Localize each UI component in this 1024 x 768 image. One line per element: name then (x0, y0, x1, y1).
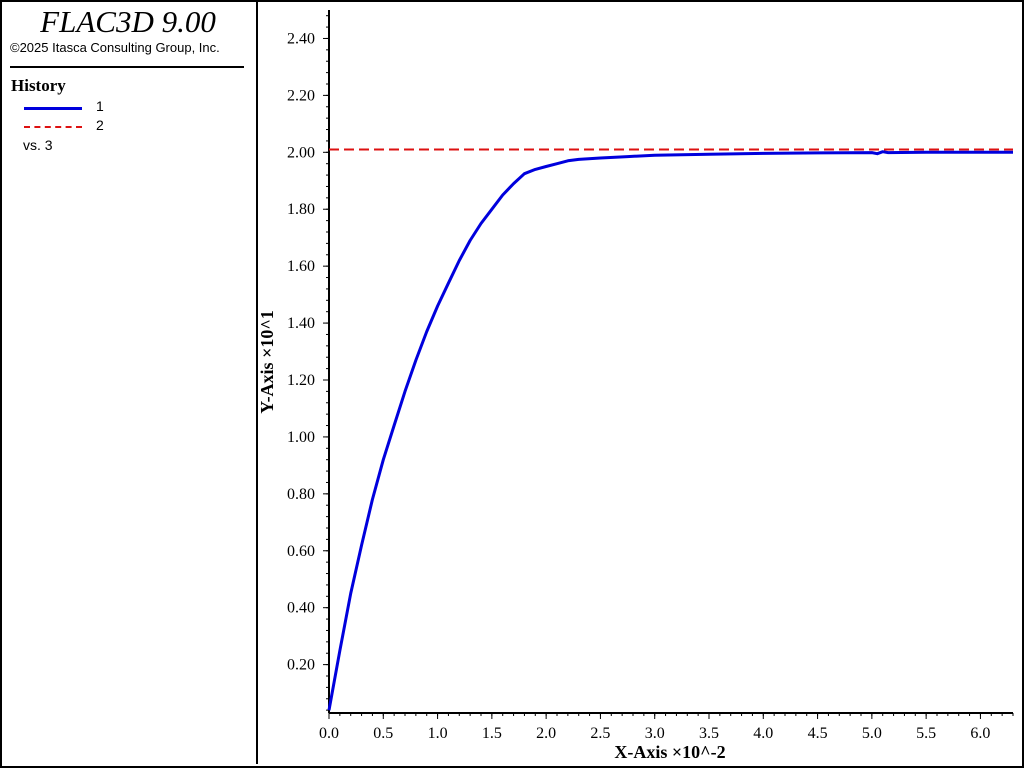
y-tick-label: 1.60 (287, 258, 315, 275)
y-tick-label: 0.80 (287, 486, 315, 503)
x-tick-label: 4.0 (753, 725, 773, 742)
legend-swatch-series-2 (24, 126, 82, 128)
y-tick-label: 2.40 (287, 30, 315, 47)
legend-panel: FLAC3D 9.00 ©2025 Itasca Consulting Grou… (0, 0, 258, 764)
y-tick-label: 0.40 (287, 600, 315, 617)
x-tick-label: 0.5 (373, 725, 393, 742)
y-tick-label: 1.20 (287, 372, 315, 389)
legend-swatch-series-1 (24, 107, 82, 110)
y-tick-label: 2.00 (287, 144, 315, 161)
x-tick-label: 5.0 (862, 725, 882, 742)
legend-divider (10, 66, 244, 68)
x-tick-label: 3.5 (699, 725, 719, 742)
series-group (327, 148, 1013, 711)
x-tick-label: 2.0 (536, 725, 556, 742)
y-tick-label: 1.80 (287, 201, 315, 218)
x-tick-label: 4.5 (808, 725, 828, 742)
axes-group: 0.0 0.5 1.0 1.5 2.0 2.5 3.0 3.5 4.0 4.5 5.0 5.5 6.0 0… (287, 10, 1014, 742)
chart-area: 0.0 0.5 1.0 1.5 2.0 2.5 3.0 3.5 4.0 4.5 5.0 5.5 6.0 0… (258, 10, 1014, 762)
x-tick-label: 0.0 (319, 725, 339, 742)
y-axis-title: Y-Axis ×10^1 (258, 310, 277, 414)
legend-vs-label: vs. 3 (23, 137, 53, 153)
y-tick-label: 1.40 (287, 315, 315, 332)
x-tick-label: 1.0 (428, 725, 448, 742)
legend-label-series-1: 1 (96, 98, 104, 114)
legend-title: History (11, 76, 66, 95)
copyright-text: ©2025 Itasca Consulting Group, Inc. (10, 40, 220, 55)
x-axis-title: X-Axis ×10^-2 (614, 742, 725, 762)
app-title: FLAC3D 9.00 (40, 4, 216, 39)
y-tick-label: 1.00 (287, 429, 315, 446)
x-tick-label: 2.5 (590, 725, 610, 742)
y-tick-label: 2.20 (287, 87, 315, 104)
y-tick-label: 0.20 (287, 657, 315, 674)
x-tick-label: 6.0 (970, 725, 990, 742)
x-tick-label: 1.5 (482, 725, 502, 742)
y-tick-label: 0.60 (287, 543, 315, 560)
x-tick-label: 3.0 (645, 725, 665, 742)
x-tick-label: 5.5 (916, 725, 936, 742)
legend-label-series-2: 2 (96, 117, 104, 133)
series-1-line (327, 150, 1013, 711)
